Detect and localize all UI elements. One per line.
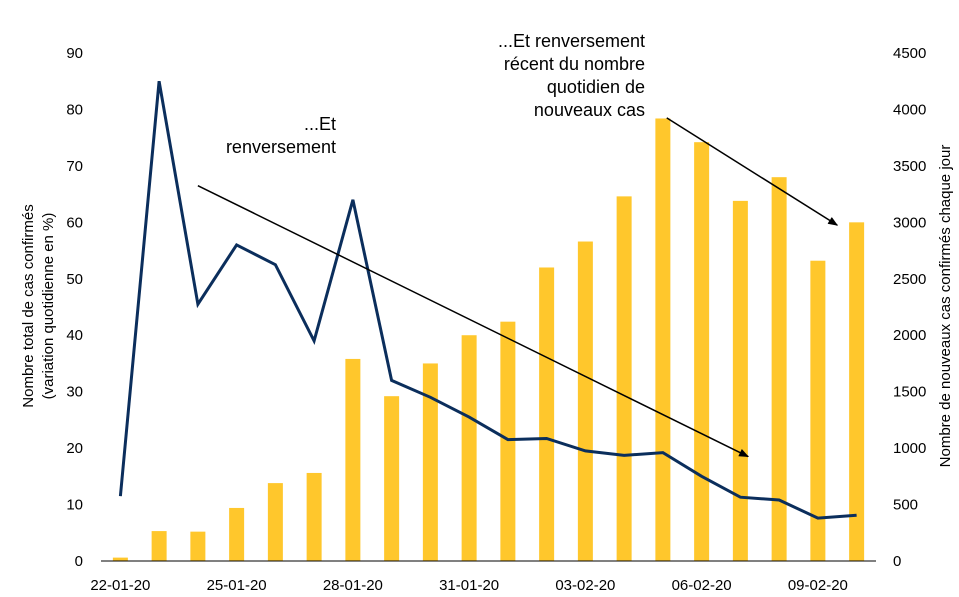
- bar-26-01-20: [267, 483, 283, 561]
- y-left-tick-label: 90: [66, 45, 83, 62]
- y-left-tick-label: 10: [66, 497, 83, 514]
- y-left-title-line2: (variation quotidienne en %): [40, 213, 57, 400]
- y-right-tick-label: 0: [893, 553, 901, 570]
- x-tick-label: 09-02-20: [788, 577, 848, 594]
- y-right-tick-label: 1000: [893, 440, 926, 457]
- bar-01-02-20: [500, 321, 516, 561]
- bar-23-01-20: [151, 531, 167, 561]
- annotation-arrow-2: [666, 117, 839, 226]
- y-left-title-line1: Nombre total de cas confirmés: [20, 204, 37, 407]
- y-right-tick-label: 500: [893, 497, 918, 514]
- y-left-tick-label: 0: [75, 553, 83, 570]
- x-tick-label: 25-01-20: [207, 577, 267, 594]
- y-left-tick-label: 80: [66, 101, 83, 118]
- bar-27-01-20: [306, 472, 322, 561]
- bar-02-02-20: [539, 267, 555, 561]
- bar-05-02-20: [655, 118, 671, 561]
- bar-09-02-20: [810, 260, 826, 561]
- bar-08-02-20: [771, 177, 787, 561]
- y-left-tick-label: 30: [66, 384, 83, 401]
- y-right-tick-label: 1500: [893, 384, 926, 401]
- bar-29-01-20: [384, 396, 400, 561]
- x-tick-label: 03-02-20: [555, 577, 615, 594]
- annotation-text-2: quotidien de: [547, 77, 645, 97]
- annotations: ...Et renversement ...Et renversement récen…: [197, 31, 839, 458]
- y-right-tick-label: 3000: [893, 214, 926, 231]
- x-tick-label: 06-02-20: [672, 577, 732, 594]
- annotation-text-2: récent du nombre: [504, 54, 645, 74]
- annotation-text-2: nouveaux cas: [534, 100, 645, 120]
- annotation-text-1: ...Et: [304, 114, 336, 134]
- bar-07-02-20: [732, 200, 748, 561]
- x-tick-label: 31-01-20: [439, 577, 499, 594]
- y-right-axis-ticks: 0 500 1000 1500 2000 2500 3000 3500 4000 4500: [893, 45, 926, 570]
- bar-06-02-20: [694, 142, 710, 561]
- y-right-tick-label: 4500: [893, 45, 926, 62]
- bar-30-01-20: [422, 363, 438, 561]
- annotation-text-1: renversement: [226, 137, 336, 157]
- y-right-tick-label: 2500: [893, 271, 926, 288]
- bar-25-01-20: [229, 507, 245, 561]
- bar-series: [112, 118, 865, 562]
- y-right-title: Nombre de nouveaux cas confirmés chaque …: [937, 145, 954, 468]
- y-left-tick-label: 60: [66, 214, 83, 231]
- bar-24-01-20: [190, 531, 206, 561]
- line-series-layer: [118, 80, 857, 520]
- bar-10-02-20: [849, 222, 865, 562]
- y-left-tick-label: 20: [66, 440, 83, 457]
- y-left-tick-label: 50: [66, 271, 83, 288]
- annotation-text-2: ...Et renversement: [498, 31, 645, 51]
- bar-31-01-20: [461, 335, 477, 561]
- x-axis-ticks: 22-01-20 25-01-20 28-01-20 31-01-20 03-02-20…: [90, 577, 848, 594]
- y-right-tick-label: 4000: [893, 101, 926, 118]
- line-total-cases-variation: [118, 80, 857, 520]
- annotation-arrow-1: [197, 184, 750, 458]
- x-tick-label: 28-01-20: [323, 577, 383, 594]
- bar-03-02-20: [577, 241, 593, 561]
- y-right-tick-label: 2000: [893, 327, 926, 344]
- y-left-axis-ticks: 0 10 20 30 40 50 60 70 80 90: [66, 45, 83, 570]
- bar-22-01-20: [112, 557, 128, 561]
- y-left-tick-label: 40: [66, 327, 83, 344]
- y-right-tick-label: 3500: [893, 158, 926, 175]
- x-tick-label: 22-01-20: [90, 577, 150, 594]
- bar-28-01-20: [345, 358, 361, 561]
- y-left-tick-label: 70: [66, 158, 83, 175]
- bar-04-02-20: [616, 196, 632, 561]
